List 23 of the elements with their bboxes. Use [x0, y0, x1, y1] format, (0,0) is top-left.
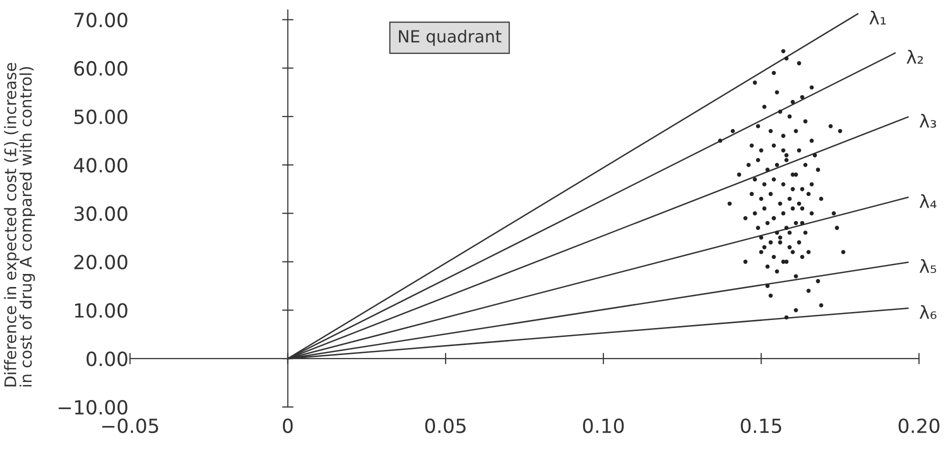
x-tick-label: −0.05 [102, 418, 158, 434]
annotation: NE quadrant [398, 30, 502, 46]
series-label: λ₆ [920, 305, 936, 319]
series-label: λ₄ [920, 194, 936, 208]
x-tick-label: 0 [282, 418, 293, 434]
y-tick-label: 50.00 [74, 109, 128, 124]
x-tick-label: 0.20 [898, 418, 940, 434]
series-label: λ₁ [869, 10, 886, 24]
y-axis-title: Difference in expected cost (£) (increase in cost of drug A compared with control) [4, 62, 35, 386]
x-tick-label: 0.15 [740, 418, 782, 434]
y-tick-label: 30.00 [74, 206, 128, 222]
y-tick-label: 70.00 [74, 12, 128, 28]
x-tick-label: 0.05 [425, 418, 466, 434]
series-label: λ₂ [906, 50, 923, 64]
series-label: λ₃ [920, 114, 936, 128]
y-tick-label: −10.00 [58, 400, 128, 415]
series-label: λ₅ [920, 259, 936, 273]
y-tick-label: 10.00 [75, 303, 128, 318]
y-tick-label: 0.00 [86, 352, 128, 366]
x-tick-label: 0.10 [583, 418, 624, 434]
y-tick-label: 20.00 [74, 254, 128, 270]
y-tick-label: 40.00 [74, 158, 128, 173]
y-tick-label: 60.00 [74, 61, 128, 76]
